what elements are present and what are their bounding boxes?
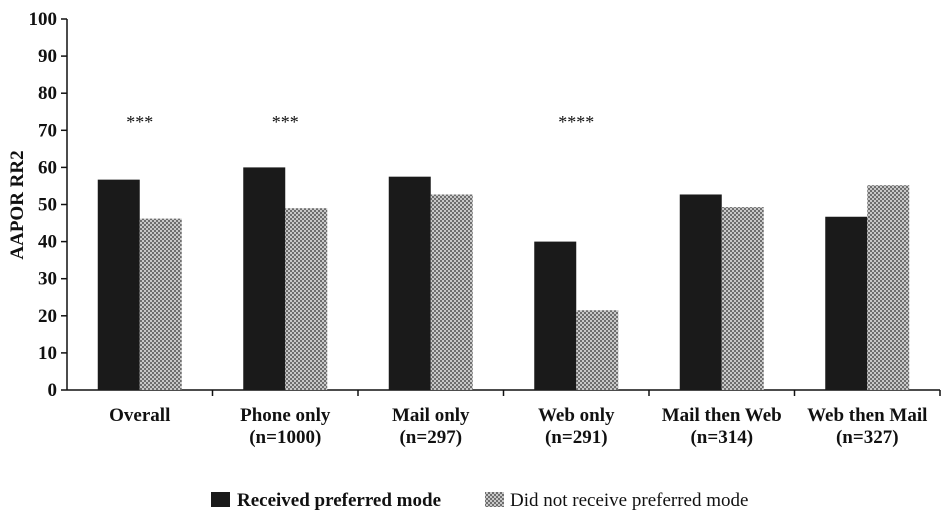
bars: [98, 167, 910, 390]
y-tick-label: 70: [38, 120, 57, 141]
bar-received-preferred-mode: [825, 217, 867, 390]
bar-did-not-receive-preferred-mode: [431, 194, 473, 390]
y-tick-label: 20: [38, 306, 57, 327]
y-tick-label: 90: [38, 46, 57, 67]
bar-did-not-receive-preferred-mode: [140, 219, 182, 390]
y-tick-label: 0: [48, 380, 58, 401]
bar-did-not-receive-preferred-mode: [722, 207, 764, 390]
x-category-label: Mail only (n=297): [392, 405, 470, 448]
significance-annotation: ***: [272, 112, 299, 132]
legend-label-received: Received preferred mode: [237, 490, 441, 511]
y-tick-label: 30: [38, 269, 57, 290]
y-tick-label: 100: [29, 9, 58, 30]
y-axis-label: AAPOR RR2: [7, 150, 28, 259]
y-tick-label: 80: [38, 83, 57, 104]
x-category-label: Mail then Web (n=314): [662, 405, 782, 448]
bar-received-preferred-mode: [680, 194, 722, 390]
legend: Received preferred mode Did not receive …: [211, 490, 748, 511]
legend-swatch-received: [211, 492, 230, 507]
x-category-label: Phone only (n=1000): [240, 405, 331, 448]
bar-received-preferred-mode: [534, 242, 576, 390]
y-axis: 0 10 20 30 40 50 60 70 80 90 100: [29, 9, 68, 401]
bar-received-preferred-mode: [243, 167, 285, 390]
x-category-label: Web only (n=291): [538, 405, 615, 448]
y-tick-label: 50: [38, 195, 57, 216]
legend-swatch-not-received: [485, 492, 504, 507]
bar-did-not-receive-preferred-mode: [576, 310, 618, 390]
y-tick-label: 60: [38, 157, 57, 178]
legend-label-not-received: Did not receive preferred mode: [510, 490, 748, 511]
x-category-label: Web then Mail (n=327): [807, 405, 927, 448]
y-tick-label: 10: [38, 343, 57, 364]
bar-received-preferred-mode: [389, 177, 431, 390]
bar-received-preferred-mode: [98, 180, 140, 390]
significance-annotations: *** *** ****: [126, 112, 594, 132]
y-tick-label: 40: [38, 232, 57, 253]
x-axis: Overall Phone only (n=1000) Mail only (n=297…: [67, 390, 940, 448]
significance-annotation: ***: [126, 112, 153, 132]
bar-did-not-receive-preferred-mode: [867, 185, 909, 390]
significance-annotation: ****: [558, 112, 594, 132]
bar-did-not-receive-preferred-mode: [285, 208, 327, 390]
x-category-label: Overall: [109, 405, 170, 426]
